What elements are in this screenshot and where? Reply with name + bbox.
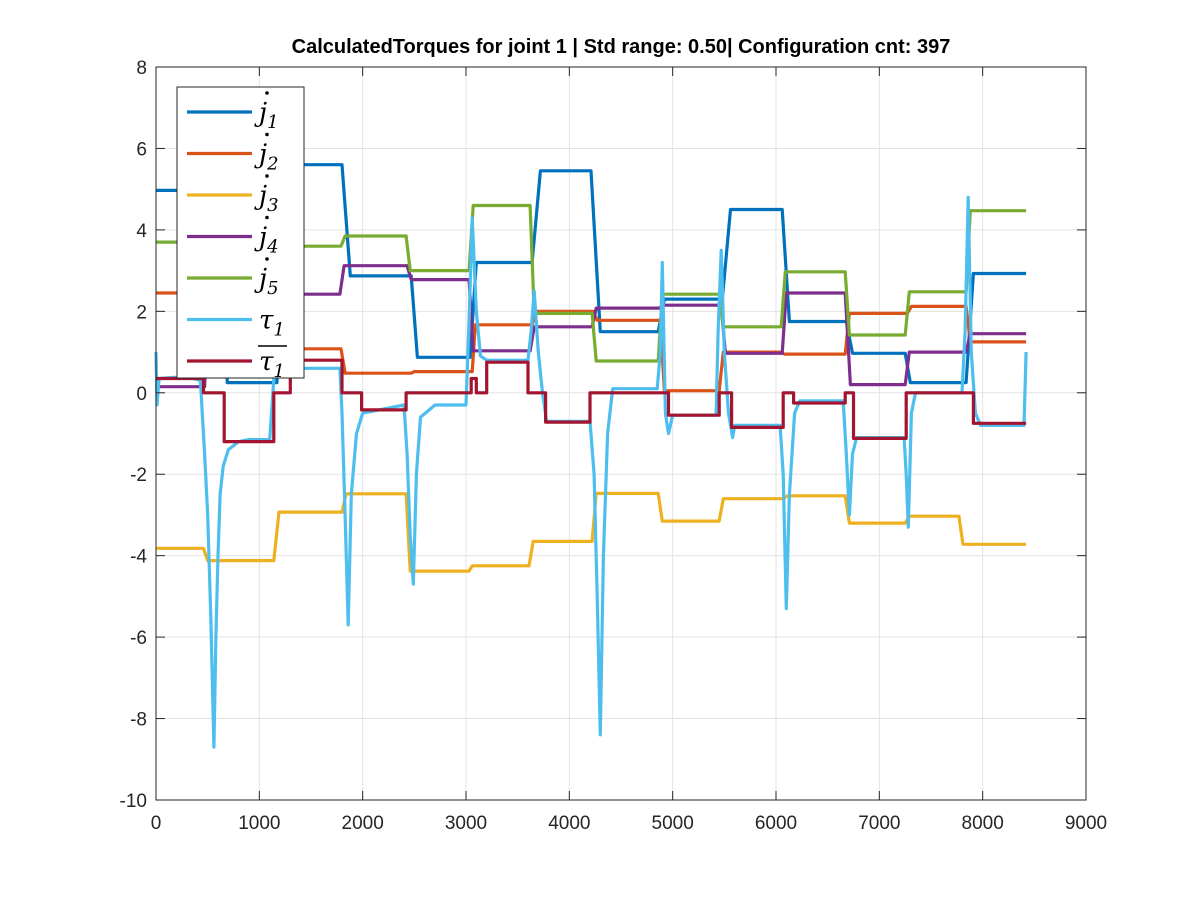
x-tick-label: 6000 bbox=[755, 813, 797, 834]
x-tick-label: 3000 bbox=[445, 813, 487, 834]
legend-label-base: τ bbox=[259, 306, 274, 336]
legend-label-subscript: 3 bbox=[267, 195, 278, 216]
series-line-2 bbox=[156, 291, 1027, 393]
series-line-4 bbox=[156, 264, 1027, 389]
legend-accent-dot bbox=[265, 257, 269, 261]
legend-accent-dot bbox=[265, 174, 269, 178]
legend-item: τ1 bbox=[187, 345, 287, 382]
legend-accent-dot bbox=[265, 91, 269, 95]
x-tick-label: 7000 bbox=[858, 813, 900, 834]
legend-label: τ1 bbox=[259, 306, 285, 341]
series-line-5 bbox=[156, 203, 1027, 363]
legend-label-subscript: 4 bbox=[266, 237, 278, 258]
y-tick-label: 8 bbox=[136, 58, 147, 79]
legend-label-subscript: 1 bbox=[273, 320, 284, 341]
legend-label-subscript: 2 bbox=[266, 154, 278, 175]
legend-label-base: τ bbox=[259, 347, 274, 377]
legend-accent-dot bbox=[265, 215, 269, 220]
legend-label-subscript: 1 bbox=[267, 112, 278, 133]
y-tick-label: 6 bbox=[136, 139, 147, 160]
y-tick-label: -4 bbox=[130, 547, 147, 568]
x-tick-label: 0 bbox=[151, 813, 162, 834]
tick-marks bbox=[155, 66, 1087, 801]
legend-accent-dot bbox=[265, 132, 269, 137]
x-tick-label: 1000 bbox=[238, 813, 280, 834]
x-tick-label: 5000 bbox=[652, 813, 694, 834]
y-tick-label: -10 bbox=[120, 791, 147, 812]
series-line-1 bbox=[156, 163, 1027, 385]
y-tick-label: -6 bbox=[130, 628, 147, 649]
x-tick-label: 8000 bbox=[962, 813, 1004, 834]
legend-item: τ1 bbox=[187, 306, 285, 341]
y-tick-label: 4 bbox=[136, 221, 147, 242]
legend-label-subscript: 1 bbox=[273, 361, 284, 382]
x-tick-label: 4000 bbox=[548, 813, 590, 834]
legend-label-subscript: 5 bbox=[267, 278, 278, 299]
chart-title: CalculatedTorques for joint 1 | Std rang… bbox=[292, 36, 951, 58]
y-tick-label: -2 bbox=[130, 465, 147, 486]
x-tick-label: 9000 bbox=[1065, 813, 1107, 834]
y-tick-labels: -10 -8 -6 -4 -2 0 2 4 6 8 bbox=[120, 58, 148, 812]
legend-box bbox=[176, 86, 305, 379]
y-tick-label: 2 bbox=[136, 302, 147, 323]
y-tick-label: -8 bbox=[130, 710, 147, 731]
y-tick-label: 0 bbox=[136, 384, 147, 405]
x-tick-label: 2000 bbox=[342, 813, 384, 834]
legend-label: τ1 bbox=[259, 347, 285, 382]
axes-box bbox=[155, 66, 1087, 801]
x-tick-labels: 0 1000 2000 3000 4000 5000 6000 7000 8000 9000 bbox=[151, 813, 1107, 834]
plot-area bbox=[156, 67, 1086, 800]
